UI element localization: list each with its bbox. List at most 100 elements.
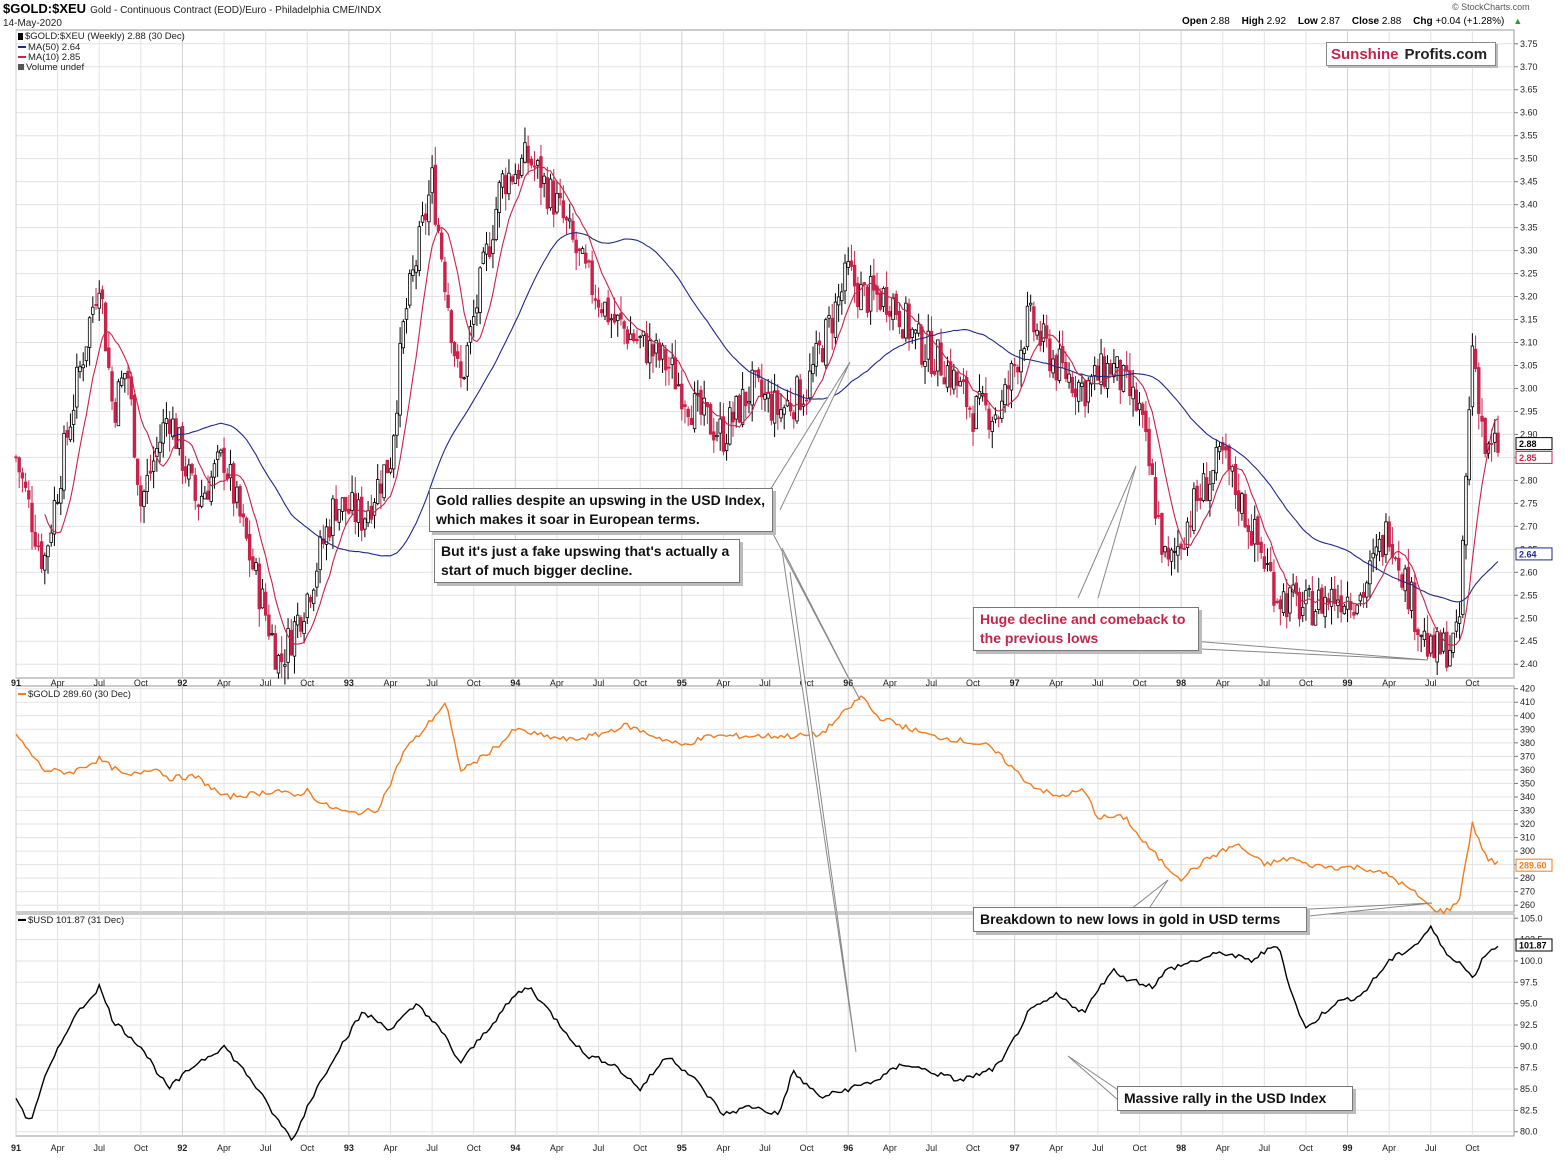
ytick-label-2-10: 80.0 — [1520, 1127, 1538, 1137]
candle-body — [1153, 477, 1158, 519]
candle — [843, 254, 847, 305]
candle — [1163, 545, 1167, 558]
ytick-label-0-26: 2.45 — [1520, 636, 1538, 646]
candle — [1044, 314, 1049, 348]
candle-body — [161, 422, 165, 444]
xtick-label-top-15: Oct — [633, 678, 648, 688]
candle-body — [158, 441, 162, 453]
candle — [401, 319, 406, 354]
xtick-label-bottom-7: Oct — [300, 1143, 315, 1153]
candle-body — [964, 377, 969, 408]
candle — [254, 558, 258, 575]
xtick-label-top-7: Oct — [300, 678, 315, 688]
annotation-huge-decline: Huge decline and comeback to the previou… — [973, 607, 1199, 651]
candle — [292, 616, 297, 674]
candle — [830, 303, 834, 351]
candle — [836, 283, 841, 322]
candle-body — [552, 180, 556, 215]
candle — [379, 470, 383, 510]
candle — [638, 334, 642, 349]
candle-body — [283, 664, 287, 667]
candle — [1259, 536, 1263, 559]
candle — [1345, 581, 1350, 623]
candle-body — [868, 276, 873, 312]
candle-body — [1349, 601, 1353, 611]
candle-body — [1141, 403, 1145, 415]
candle-body — [689, 417, 694, 425]
last-value-ma50: 2.64 — [1519, 549, 1537, 559]
candle — [177, 427, 181, 456]
candle-body — [177, 427, 181, 449]
candle-body — [584, 252, 588, 264]
candle-body — [1281, 591, 1286, 613]
candle-body — [1464, 475, 1468, 546]
candle-body — [1352, 612, 1356, 616]
pointer-huge-decline-lows — [1179, 639, 1429, 661]
candle — [1445, 621, 1449, 672]
candle-body — [164, 418, 169, 424]
candle — [1128, 352, 1132, 406]
xtick-label-bottom-23: Oct — [966, 1143, 981, 1153]
annotation-usd-rally: Massive rally in the USD Index — [1117, 1086, 1353, 1111]
candle-body — [1044, 325, 1049, 339]
candle-body — [648, 340, 652, 364]
candle-body — [491, 239, 495, 254]
candle-body — [1371, 552, 1375, 559]
candle — [555, 180, 559, 215]
candle-body — [292, 621, 297, 657]
candle — [372, 498, 377, 529]
candle — [728, 401, 732, 446]
candle-body — [625, 329, 630, 344]
xtick-label-bottom-35: Oct — [1465, 1143, 1480, 1153]
candle-body — [740, 388, 745, 425]
candle — [81, 352, 85, 382]
candle — [247, 520, 252, 578]
candle-body — [343, 496, 348, 512]
candle — [1198, 483, 1203, 510]
candle-body — [430, 167, 434, 194]
candle-body — [1384, 521, 1388, 555]
candle — [491, 224, 495, 269]
candle-body — [1179, 543, 1183, 550]
candle-body — [1032, 306, 1036, 333]
candle-body — [968, 407, 972, 410]
candle — [52, 486, 57, 546]
candle — [692, 381, 697, 433]
candle — [590, 250, 594, 304]
candle-body — [596, 299, 601, 308]
candle — [680, 369, 684, 421]
candle-body — [107, 347, 111, 368]
xtick-label-top-34: Jul — [1425, 678, 1437, 688]
candle — [990, 416, 994, 449]
candle-body — [180, 425, 185, 471]
candle — [62, 425, 66, 500]
candle — [667, 356, 671, 386]
candle — [417, 220, 422, 277]
candle — [1425, 615, 1430, 660]
candle-body — [459, 361, 463, 379]
candle — [1070, 371, 1074, 398]
candle-body — [1124, 365, 1129, 372]
candle — [763, 380, 767, 412]
ytick-label-1-7: 350 — [1520, 778, 1535, 788]
pointer-fake-upswing-usd — [781, 549, 857, 1053]
candle-body — [327, 526, 332, 538]
candle — [1016, 364, 1020, 385]
candle-body — [247, 533, 252, 561]
candle — [1057, 330, 1062, 384]
candle-body — [532, 165, 537, 168]
candle-body — [1131, 386, 1135, 400]
candle — [1301, 591, 1305, 622]
candle-body — [1189, 525, 1193, 528]
candle — [1028, 294, 1033, 312]
ytick-label-0-10: 3.25 — [1520, 269, 1538, 279]
candle — [1144, 401, 1148, 442]
candle-body — [782, 407, 786, 415]
candle — [1390, 527, 1395, 565]
candle — [664, 344, 668, 386]
xtick-label-bottom-15: Oct — [633, 1143, 648, 1153]
candle-body — [148, 470, 153, 474]
candle-body — [231, 463, 236, 504]
candle-body — [1310, 590, 1315, 626]
candle — [939, 328, 943, 377]
